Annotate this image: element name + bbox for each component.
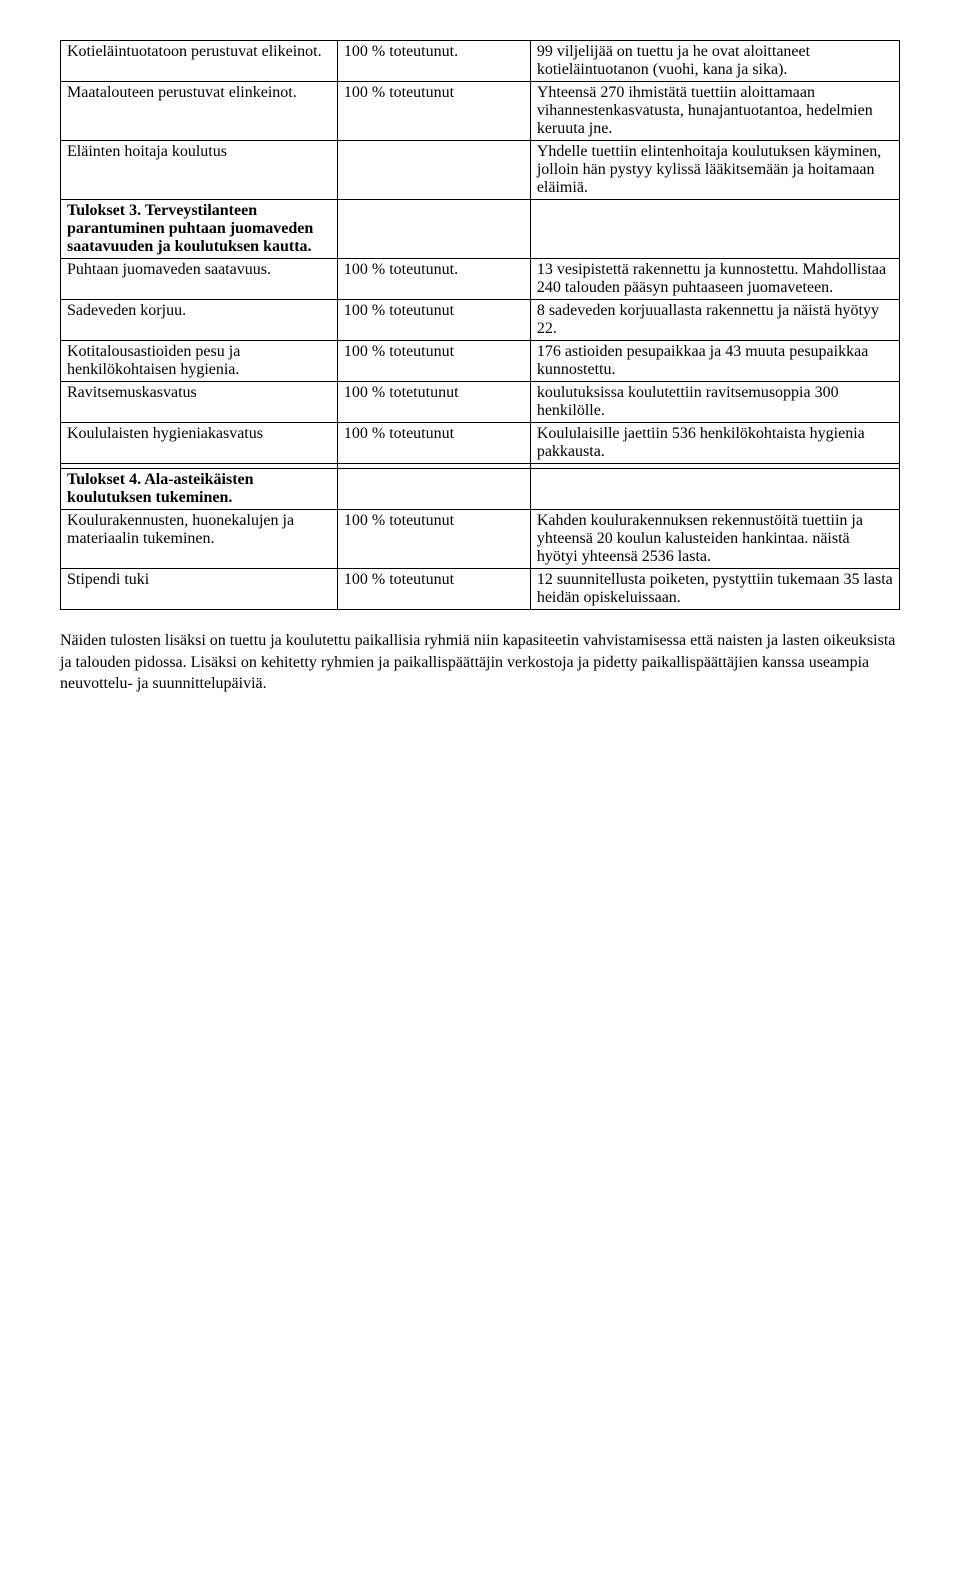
table-row: Maatalouteen perustuvat elinkeinot.100 %… (61, 82, 900, 141)
col-topic: Eläinten hoitaja koulutus (61, 141, 338, 200)
col-status (337, 141, 530, 200)
col-result: koulutuksissa koulutettiin ravitsemusopp… (530, 382, 899, 423)
table-row: Puhtaan juomaveden saatavuus.100 % toteu… (61, 259, 900, 300)
col-result: Koululaisille jaettiin 536 henkilökohtai… (530, 423, 899, 464)
col-status: 100 % toteutunut (337, 300, 530, 341)
col-status: 100 % toteutunut. (337, 259, 530, 300)
col-status: 100 % toteutunut (337, 569, 530, 610)
col-topic: Maatalouteen perustuvat elinkeinot. (61, 82, 338, 141)
col-status (337, 200, 530, 259)
table-row: Stipendi tuki100 % toteutunut12 suunnite… (61, 569, 900, 610)
col-topic: Tulokset 4. Ala-asteikäisten koulutuksen… (61, 469, 338, 510)
col-topic: Kotieläintuotatoon perustuvat elikeinot. (61, 41, 338, 82)
col-topic: Puhtaan juomaveden saatavuus. (61, 259, 338, 300)
col-status: 100 % toteutunut. (337, 41, 530, 82)
col-topic: Stipendi tuki (61, 569, 338, 610)
table-row: Ravitsemuskasvatus100 % totetutunutkoulu… (61, 382, 900, 423)
col-status: 100 % toteutunut (337, 341, 530, 382)
footer-paragraph: Näiden tulosten lisäksi on tuettu ja kou… (60, 630, 900, 695)
col-topic: Tulokset 3. Terveystilanteen parantumine… (61, 200, 338, 259)
col-status (337, 469, 530, 510)
col-status: 100 % totetutunut (337, 382, 530, 423)
col-result: Yhteensä 270 ihmistätä tuettiin aloittam… (530, 82, 899, 141)
col-result: 176 astioiden pesupaikkaa ja 43 muuta pe… (530, 341, 899, 382)
col-result: Yhdelle tuettiin elintenhoitaja koulutuk… (530, 141, 899, 200)
col-status: 100 % toteutunut (337, 510, 530, 569)
col-topic: Kotitalousastioiden pesu ja henkilökohta… (61, 341, 338, 382)
table-row: Eläinten hoitaja koulutus Yhdelle tuettii… (61, 141, 900, 200)
col-topic: Koululaisten hygieniakasvatus (61, 423, 338, 464)
table-row: Koulurakennusten, huonekalujen ja materi… (61, 510, 900, 569)
table-row: Kotitalousastioiden pesu ja henkilökohta… (61, 341, 900, 382)
col-result: 12 suunnitellusta poiketen, pystyttiin t… (530, 569, 899, 610)
table-row: Koululaisten hygieniakasvatus100 % toteu… (61, 423, 900, 464)
col-topic: Koulurakennusten, huonekalujen ja materi… (61, 510, 338, 569)
col-result: 13 vesipistettä rakennettu ja kunnostett… (530, 259, 899, 300)
table-row: Kotieläintuotatoon perustuvat elikeinot.… (61, 41, 900, 82)
col-result: 99 viljelijää on tuettu ja he ovat aloit… (530, 41, 899, 82)
col-result (530, 469, 899, 510)
col-result: 8 sadeveden korjuuallasta rakennettu ja … (530, 300, 899, 341)
table-row: Tulokset 3. Terveystilanteen parantumine… (61, 200, 900, 259)
col-status: 100 % toteutunut (337, 423, 530, 464)
table-row: Tulokset 4. Ala-asteikäisten koulutuksen… (61, 469, 900, 510)
col-topic: Sadeveden korjuu. (61, 300, 338, 341)
results-table: Kotieläintuotatoon perustuvat elikeinot.… (60, 40, 900, 610)
col-status: 100 % toteutunut (337, 82, 530, 141)
col-result (530, 200, 899, 259)
col-result: Kahden koulurakennuksen rekennustöitä tu… (530, 510, 899, 569)
col-topic: Ravitsemuskasvatus (61, 382, 338, 423)
table-row: Sadeveden korjuu.100 % toteutunut8 sadev… (61, 300, 900, 341)
